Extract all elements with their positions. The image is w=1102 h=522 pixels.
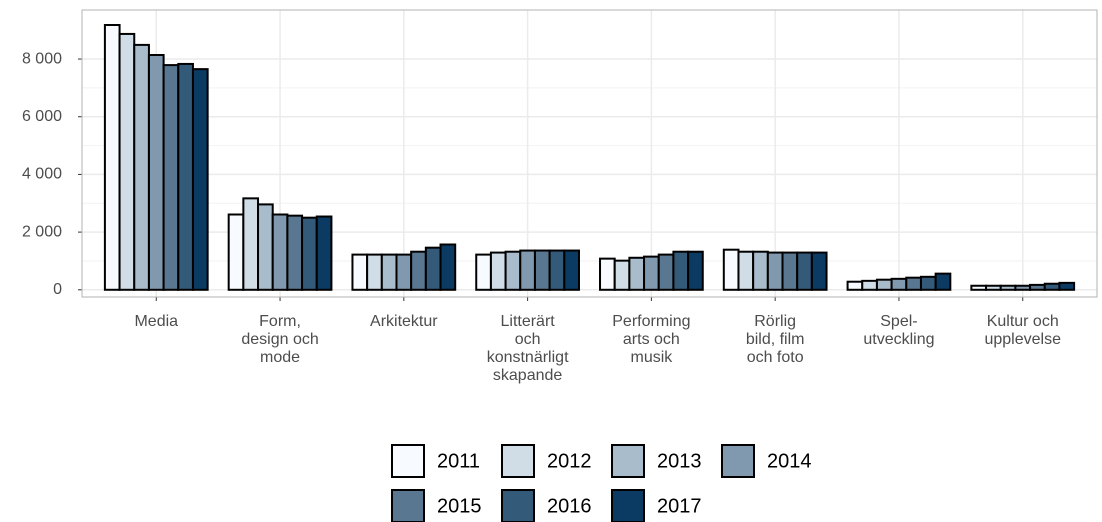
bar [934,272,952,291]
bar [118,32,136,291]
bar [810,251,828,291]
bar [1043,282,1061,291]
bar [242,197,260,291]
bar [919,275,937,291]
x-tick-label: Kultur och upplevelse [984,313,1061,348]
legend-label: 2016 [547,495,592,517]
bar [905,276,922,291]
bar [890,277,908,291]
legend-label: 2011 [437,450,480,472]
bar [796,251,813,291]
bar [103,23,121,291]
bar [548,249,566,291]
bar [257,203,274,291]
x-tick-label: Performing arts och musik [612,313,691,366]
bar [722,248,740,291]
x-tick-label: Form, design och mode [241,313,319,366]
legend-label: 2017 [657,495,702,517]
bar [599,257,616,291]
bar [766,251,784,291]
legend-label: 2012 [547,450,592,472]
bar [286,214,304,291]
bar [410,250,427,291]
x-tick-label: Litterärt och konstnärligt skapande [486,313,569,384]
bar [315,215,333,291]
panel-border [81,9,1098,298]
x-tick-label: Media [134,313,179,330]
legend-key [501,444,535,478]
bar [1029,283,1046,291]
bar [133,43,150,291]
bar [424,246,442,291]
y-tick-label: 2 000 [22,223,62,240]
bar [395,253,413,291]
bar [875,278,893,291]
bar [439,243,457,291]
legend-key [391,489,425,522]
y-tick-label: 8 000 [22,50,62,67]
legend-key [611,489,645,522]
bar [672,250,690,291]
legend-key [611,444,645,478]
legend-label: 2013 [657,450,702,472]
bar [643,255,660,291]
bar [657,253,675,291]
bar [489,251,507,291]
y-tick-label: 6 000 [22,108,62,125]
legend-label: 2014 [767,450,812,472]
legend-label: 2015 [437,495,482,517]
x-tick-label: Arkitektur [370,313,438,330]
bar [861,279,878,291]
bar [191,68,209,291]
x-tick-label: Rörlig bild, film och foto [745,313,805,366]
y-tick-label: 0 [53,281,62,298]
bar [1014,284,1032,291]
bar [737,250,755,291]
legend-key [391,444,425,478]
bar [519,249,536,291]
bar [147,53,165,291]
bar [504,250,522,291]
bar [613,259,631,291]
bar [970,284,988,291]
bar [781,251,799,291]
bar [752,250,769,291]
bar [563,249,580,291]
bar [687,250,704,291]
bar [162,64,180,291]
bar [271,213,289,291]
bar [351,253,369,291]
bar [628,256,646,291]
bar [985,284,1002,291]
x-tick-label: Spel- utveckling [863,313,935,348]
bar [475,253,492,291]
bar [227,213,245,291]
bar [366,253,383,291]
bar [1058,281,1076,291]
bar [177,62,194,291]
bar [380,253,398,291]
bar [533,249,551,291]
legend-key [721,444,755,478]
bar [301,216,318,291]
y-tick-label: 4 000 [22,166,62,183]
bar [999,284,1017,291]
bar [846,280,864,291]
legend-key [501,489,535,522]
